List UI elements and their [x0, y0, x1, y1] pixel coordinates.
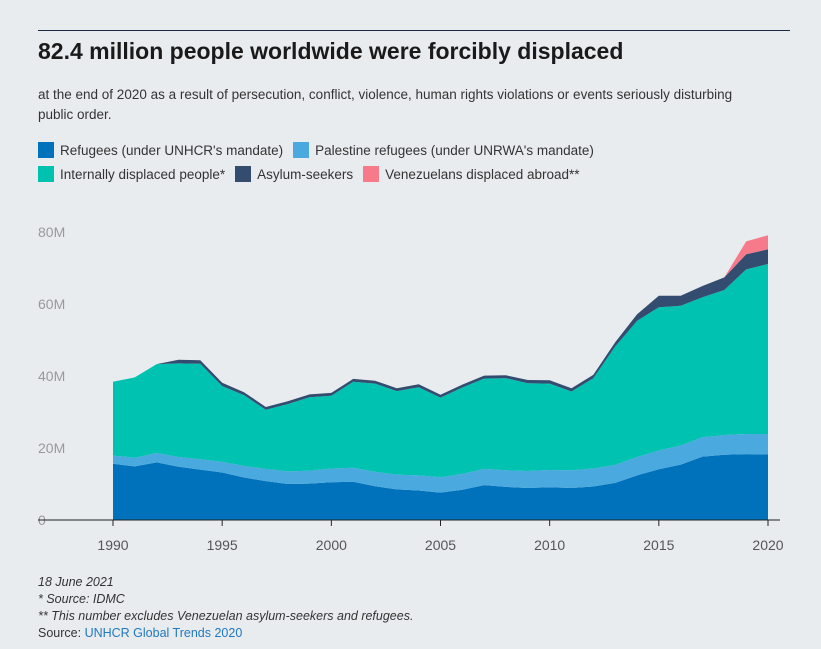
x-tick-label-2: 2000 — [316, 537, 347, 553]
legend-label-refugees: Refugees (under UNHCR's mandate) — [60, 142, 284, 158]
legend-item-idp: Internally displaced people* — [38, 166, 225, 182]
footer-source: Source: UNHCR Global Trends 2020 — [38, 625, 413, 642]
area-refugees — [113, 454, 768, 520]
legend-label-palestine: Palestine refugees (under UNRWA's mandat… — [315, 142, 594, 158]
footer: 18 June 2021 * Source: IDMC ** This numb… — [38, 574, 413, 642]
legend-item-venezuelans: Venezuelans displaced abroad** — [363, 166, 580, 182]
footer-note-idmc: * Source: IDMC — [38, 592, 125, 606]
y-tick-label-3: 60M — [38, 296, 65, 312]
legend-label-idp: Internally displaced people* — [60, 166, 226, 182]
x-tick-label-6: 2020 — [752, 537, 783, 553]
x-tick-label-0: 1990 — [97, 537, 128, 553]
footer-date: 18 June 2021 — [38, 575, 114, 589]
top-rule — [38, 30, 790, 31]
chart-subtitle: at the end of 2020 as a result of persec… — [38, 87, 733, 122]
y-tick-label-1: 20M — [38, 440, 65, 456]
legend-item-palestine: Palestine refugees (under UNRWA's mandat… — [293, 142, 594, 158]
y-tick-label-4: 80M — [38, 224, 65, 240]
legend-label-venezuelans: Venezuelans displaced abroad** — [385, 166, 580, 182]
footer-note-venezuelans: ** This number excludes Venezuelan asylu… — [38, 609, 414, 623]
legend-item-refugees: Refugees (under UNHCR's mandate) — [38, 142, 283, 158]
legend-swatch-refugees — [38, 142, 54, 158]
legend-swatch-palestine — [293, 142, 310, 158]
legend-swatch-asylum — [235, 166, 252, 182]
legend-swatch-venezuelans — [363, 166, 380, 182]
y-tick-label-2: 40M — [38, 368, 65, 384]
x-tick-label-1: 1995 — [207, 537, 238, 553]
x-tick-label-3: 2005 — [425, 537, 456, 553]
area-idp — [113, 264, 768, 478]
legend-row-1: Refugees (under UNHCR's mandate) Palesti… — [38, 138, 798, 162]
area-palestine — [113, 434, 768, 493]
source-link[interactable]: UNHCR Global Trends 2020 — [84, 626, 243, 640]
legend-item-asylum: Asylum-seekers — [235, 166, 353, 182]
x-tick-label-4: 2010 — [534, 537, 565, 553]
legend-swatch-idp — [38, 166, 54, 182]
legend-label-asylum: Asylum-seekers — [257, 166, 354, 182]
chart-title: 82.4 million people worldwide were forci… — [38, 38, 624, 64]
legend: Refugees (under UNHCR's mandate) Palesti… — [38, 138, 798, 186]
source-label: Source: — [38, 626, 85, 640]
x-tick-label-5: 2015 — [643, 537, 674, 553]
legend-row-2: Internally displaced people* Asylum-seek… — [38, 162, 798, 186]
